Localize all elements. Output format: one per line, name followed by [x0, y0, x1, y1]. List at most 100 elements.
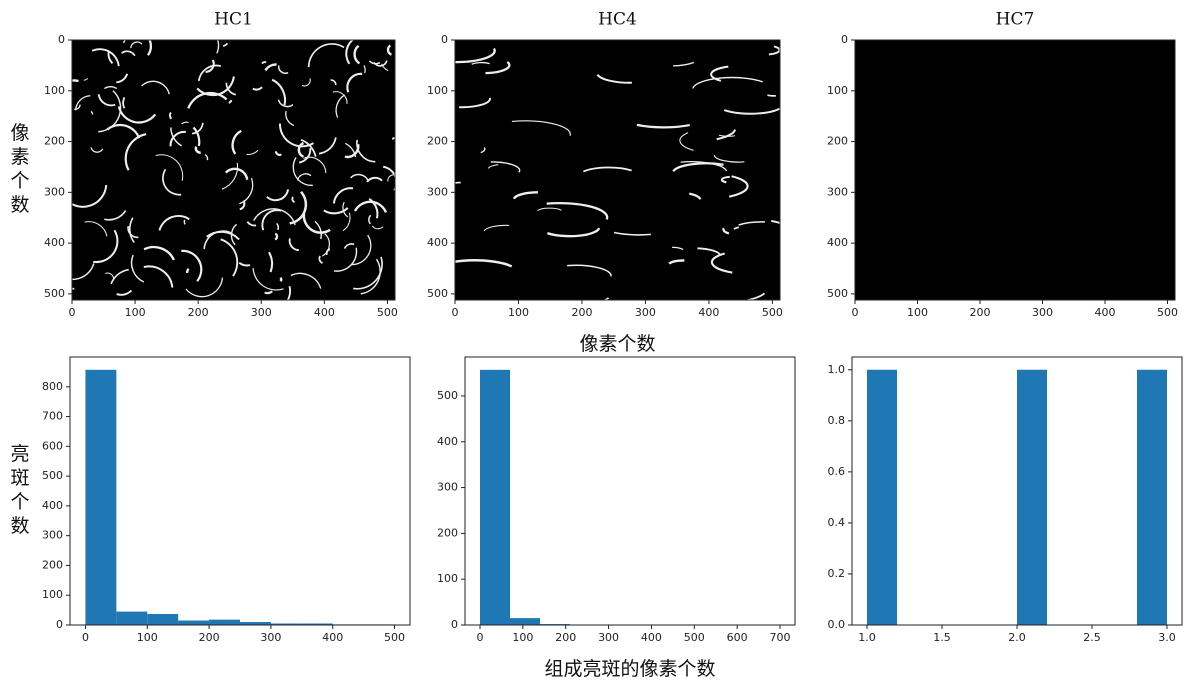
- panel-title: HC1: [214, 10, 253, 30]
- texture-arc: [323, 207, 349, 215]
- y-tick-label: 200: [437, 526, 458, 539]
- texture-arc: [279, 276, 283, 282]
- texture-arc: [143, 245, 176, 261]
- texture-arc: [205, 59, 215, 73]
- image-texture: [72, 27, 399, 300]
- y-tick-label: 400: [827, 236, 848, 249]
- image: [455, 40, 780, 300]
- y-tick-label: 500: [827, 287, 848, 300]
- texture-arc: [83, 77, 89, 81]
- bar: [510, 618, 540, 625]
- image: [72, 40, 395, 300]
- texture-arc: [74, 104, 81, 110]
- texture-arc: [771, 219, 780, 225]
- x-tick-label: 100: [125, 306, 146, 319]
- x-tick-label: 500: [762, 306, 783, 319]
- bar: [301, 623, 333, 625]
- texture-arc: [710, 252, 733, 274]
- bar: [209, 619, 240, 625]
- texture-arc: [91, 48, 120, 67]
- axes-frame: [454, 39, 781, 301]
- texture-arc: [277, 65, 289, 75]
- texture-arc: [368, 198, 379, 219]
- texture-arc: [672, 246, 684, 251]
- texture-arc: [194, 146, 201, 154]
- texture-arc: [297, 141, 305, 158]
- x-tick-label: 300: [251, 306, 272, 319]
- y-tick-label: 0: [841, 33, 848, 46]
- y-tick-label: 0: [56, 618, 63, 631]
- texture-arc: [318, 137, 337, 155]
- texture-arc: [72, 79, 79, 83]
- texture-arc: [298, 148, 312, 164]
- x-tick-label: 400: [1095, 306, 1116, 319]
- texture-arc: [335, 94, 346, 118]
- texture-arc: [314, 220, 322, 240]
- texture-arc: [116, 73, 129, 84]
- x-tick-label: 3.0: [1158, 631, 1176, 644]
- y-tick-label: 300: [42, 529, 63, 542]
- texture-arc: [197, 64, 222, 81]
- y-tick-label: 0.2: [828, 567, 846, 580]
- y-tick-label: 300: [827, 185, 848, 198]
- x-tick-label: 400: [314, 306, 335, 319]
- texture-arc: [238, 261, 251, 267]
- texture-arc: [290, 272, 322, 289]
- texture-arc: [183, 219, 186, 225]
- texture-arc: [342, 201, 349, 218]
- y-tick-label: 0.0: [828, 618, 846, 631]
- y-tick-label: 400: [42, 499, 63, 512]
- x-tick-label: 0: [452, 306, 459, 319]
- texture-arc: [98, 90, 122, 133]
- texture-arc: [261, 61, 267, 65]
- texture-arc: [345, 40, 355, 65]
- texture-arc: [333, 247, 358, 272]
- texture-arc: [363, 65, 366, 74]
- bar: [85, 369, 117, 625]
- texture-arc: [122, 96, 126, 109]
- texture-arc: [596, 74, 632, 84]
- texture-arc: [191, 122, 204, 135]
- y-tick-label: 200: [42, 558, 63, 571]
- axes-frame: [464, 356, 796, 626]
- y-tick-label: 200: [427, 135, 448, 148]
- y-tick-label: 800: [42, 380, 63, 393]
- bar: [178, 620, 210, 625]
- texture-arc: [738, 221, 765, 226]
- texture-arc: [366, 27, 399, 36]
- texture-arc: [720, 175, 730, 184]
- x-tick-label: 200: [970, 306, 991, 319]
- texture-arc: [344, 144, 360, 159]
- texture-arc: [206, 230, 240, 241]
- texture-arc: [231, 129, 242, 155]
- texture-arc: [322, 233, 330, 257]
- texture-arc: [261, 209, 282, 231]
- texture-arc: [266, 189, 290, 202]
- texture-arc: [332, 187, 354, 204]
- texture-arc: [722, 227, 730, 235]
- y-tick-label: 100: [437, 572, 458, 585]
- texture-arc: [264, 290, 273, 295]
- x-tick-label: 1.0: [858, 631, 876, 644]
- texture-arc: [264, 63, 277, 72]
- y-tick-label: 200: [827, 135, 848, 148]
- plot-area: [70, 357, 410, 625]
- texture-arc: [582, 166, 632, 173]
- texture-arc: [291, 196, 296, 203]
- bar: [147, 613, 179, 625]
- texture-arc: [573, 297, 610, 300]
- y-tick-label: 500: [44, 287, 65, 300]
- texture-arc: [268, 251, 274, 273]
- texture-arc: [279, 123, 314, 148]
- texture-arc: [130, 254, 145, 283]
- texture-arc: [511, 120, 571, 136]
- plot-area: [465, 357, 795, 625]
- y-tick-label: 0: [58, 33, 65, 46]
- y-tick-label: 100: [827, 84, 848, 97]
- texture-arc: [718, 134, 736, 137]
- texture-arc: [104, 86, 118, 90]
- texture-arc: [342, 212, 351, 232]
- texture-arc: [221, 162, 239, 190]
- texture-arc: [371, 225, 384, 230]
- texture-arc: [537, 207, 562, 211]
